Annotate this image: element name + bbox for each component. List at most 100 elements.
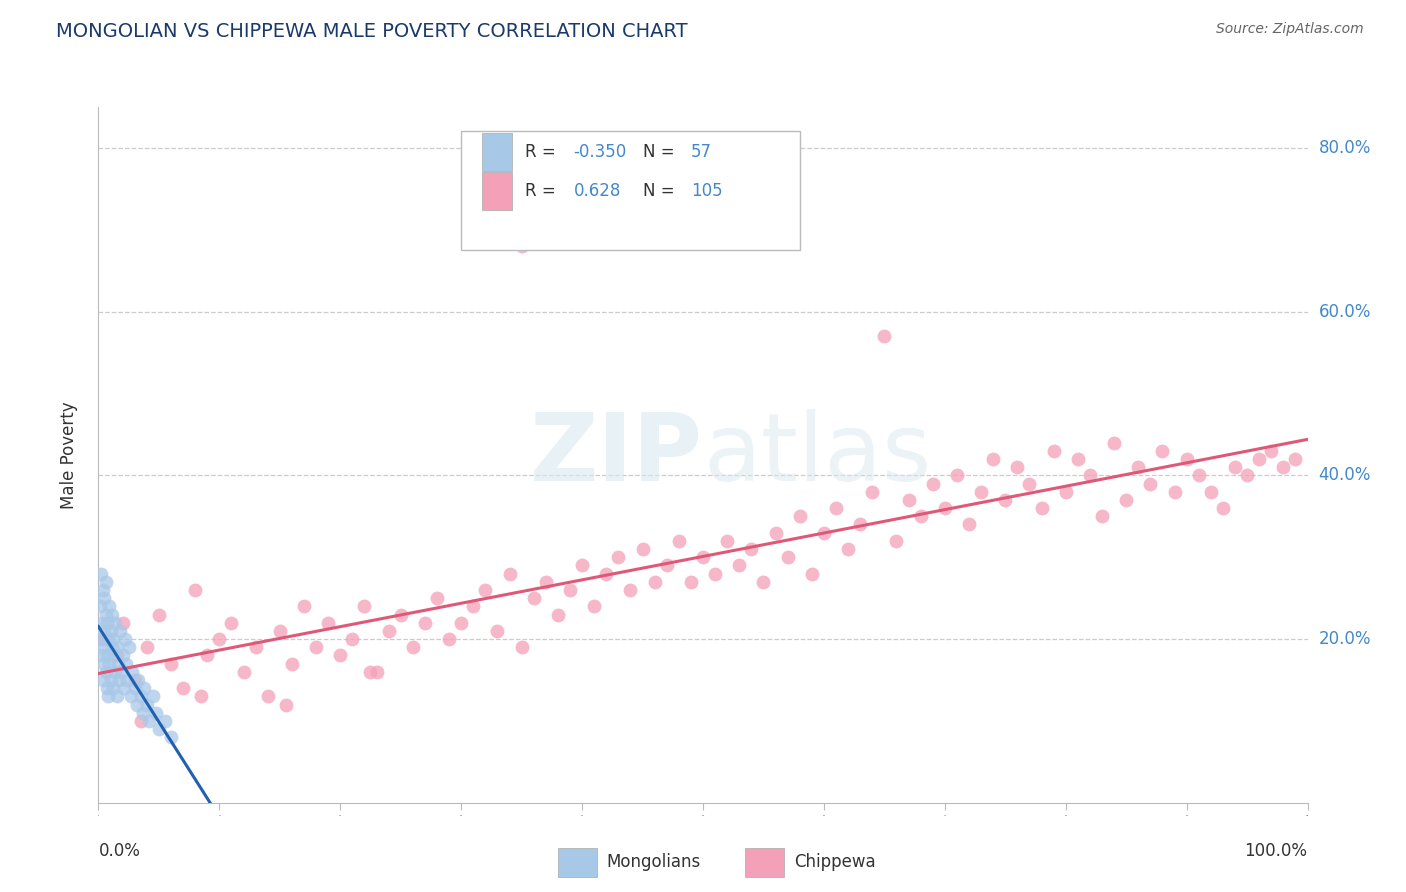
Chippewa — [195, 648, 218, 663]
Chippewa — [886, 533, 908, 548]
Mongolians — [111, 648, 134, 663]
Chippewa — [860, 484, 883, 499]
Chippewa — [789, 509, 811, 524]
Y-axis label: Male Poverty: Male Poverty — [59, 401, 77, 508]
Mongolians — [93, 591, 115, 606]
Chippewa — [498, 566, 520, 581]
Mongolians — [124, 681, 146, 696]
Chippewa — [825, 501, 848, 516]
Chippewa — [1188, 468, 1211, 483]
Text: 57: 57 — [690, 143, 711, 161]
Chippewa — [486, 624, 509, 638]
Text: R =: R = — [526, 182, 561, 200]
Chippewa — [474, 582, 496, 597]
Chippewa — [1091, 509, 1114, 524]
Chippewa — [849, 517, 872, 532]
Chippewa — [426, 591, 449, 606]
Chippewa — [1199, 484, 1222, 499]
Chippewa — [1152, 443, 1174, 458]
Chippewa — [558, 582, 581, 597]
Chippewa — [1054, 484, 1077, 499]
Mongolians — [93, 657, 115, 671]
Chippewa — [1163, 484, 1185, 499]
Chippewa — [129, 714, 152, 728]
Mongolians — [121, 665, 143, 679]
Chippewa — [934, 501, 956, 516]
Chippewa — [1212, 501, 1234, 516]
Mongolians — [100, 640, 122, 655]
Text: 105: 105 — [690, 182, 723, 200]
Mongolians — [97, 690, 120, 704]
Chippewa — [172, 681, 194, 696]
Chippewa — [692, 550, 714, 565]
Chippewa — [269, 624, 291, 638]
Mongolians — [103, 648, 125, 663]
Chippewa — [1272, 460, 1295, 475]
Mongolians — [105, 640, 128, 655]
Chippewa — [644, 574, 666, 589]
Mongolians — [93, 624, 115, 638]
Chippewa — [571, 558, 593, 573]
Chippewa — [813, 525, 835, 540]
Chippewa — [655, 558, 678, 573]
Chippewa — [1284, 452, 1306, 467]
Chippewa — [305, 640, 328, 655]
Chippewa — [316, 615, 339, 630]
Mongolians — [127, 673, 149, 687]
Chippewa — [111, 615, 134, 630]
Mongolians — [91, 640, 114, 655]
Mongolians — [105, 690, 128, 704]
Chippewa — [1223, 460, 1246, 475]
Chippewa — [366, 665, 388, 679]
Chippewa — [619, 582, 641, 597]
Mongolians — [90, 632, 112, 646]
Text: -0.350: -0.350 — [574, 143, 627, 161]
Mongolians — [91, 582, 114, 597]
Mongolians — [100, 673, 122, 687]
Text: Mongolians: Mongolians — [606, 853, 700, 871]
Chippewa — [547, 607, 569, 622]
Chippewa — [1042, 443, 1064, 458]
Chippewa — [981, 452, 1004, 467]
Text: Source: ZipAtlas.com: Source: ZipAtlas.com — [1216, 22, 1364, 37]
Chippewa — [957, 517, 980, 532]
Mongolians — [145, 706, 167, 720]
Chippewa — [1018, 476, 1040, 491]
Mongolians — [118, 640, 141, 655]
Bar — [745, 848, 785, 877]
Mongolians — [104, 665, 127, 679]
Mongolians — [110, 665, 132, 679]
Chippewa — [329, 648, 352, 663]
Text: 40.0%: 40.0% — [1319, 467, 1371, 484]
Mongolians — [129, 690, 152, 704]
Chippewa — [377, 624, 399, 638]
Chippewa — [510, 239, 533, 253]
Chippewa — [245, 640, 267, 655]
Chippewa — [208, 632, 231, 646]
Chippewa — [281, 657, 304, 671]
Mongolians — [138, 714, 160, 728]
Mongolians — [94, 665, 117, 679]
Chippewa — [994, 492, 1017, 507]
Chippewa — [679, 574, 702, 589]
Chippewa — [946, 468, 969, 483]
Chippewa — [135, 640, 157, 655]
Chippewa — [523, 591, 546, 606]
Chippewa — [389, 607, 412, 622]
Text: 0.628: 0.628 — [574, 182, 621, 200]
Chippewa — [873, 329, 896, 343]
Chippewa — [105, 648, 128, 663]
Mongolians — [91, 648, 114, 663]
Chippewa — [765, 525, 787, 540]
Text: 60.0%: 60.0% — [1319, 302, 1371, 321]
Chippewa — [463, 599, 485, 614]
Chippewa — [921, 476, 943, 491]
Chippewa — [716, 533, 738, 548]
Text: Chippewa: Chippewa — [793, 853, 876, 871]
Chippewa — [437, 632, 460, 646]
Mongolians — [108, 673, 131, 687]
Text: ZIP: ZIP — [530, 409, 703, 501]
Mongolians — [98, 599, 121, 614]
Chippewa — [292, 599, 315, 614]
Mongolians — [112, 681, 135, 696]
